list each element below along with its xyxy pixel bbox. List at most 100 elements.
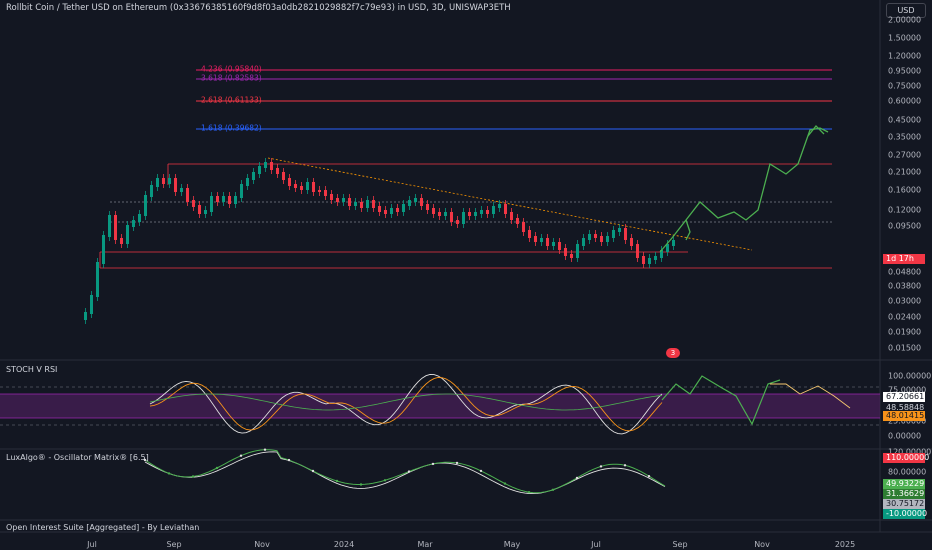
candle-body <box>666 244 669 252</box>
candle-body <box>486 210 489 214</box>
osc-dot <box>455 461 459 465</box>
candle-body <box>228 196 231 204</box>
bottom-pane-title[interactable]: Open Interest Suite [Aggregated] - By Le… <box>6 523 200 532</box>
candle-body <box>450 212 453 222</box>
osc-lower-tag: -10.00000 <box>883 509 927 519</box>
osc-dot <box>263 448 267 451</box>
stoch-projection-d <box>770 383 851 409</box>
candle-body <box>558 242 561 250</box>
candle-body <box>204 210 207 214</box>
stoch-pane-title[interactable]: STOCH V RSI <box>6 365 58 374</box>
osc-dot <box>551 488 555 491</box>
candle-body <box>636 244 639 258</box>
candle-body <box>402 204 405 212</box>
price-axis-label: 1.20000 <box>888 51 922 61</box>
osc-main-tag: 49.93229 <box>883 479 925 489</box>
osc-axis-80: 80.00000 <box>888 467 927 477</box>
candle-body <box>492 206 495 214</box>
osc-dot <box>359 483 363 486</box>
candle-body <box>522 222 525 232</box>
candle-body <box>246 178 249 186</box>
fib-label-3618: 3.618 (0.82583) <box>201 73 262 83</box>
osc-dot <box>383 479 387 482</box>
event-flag-icon[interactable]: 3 <box>666 348 680 358</box>
candle-body <box>408 200 411 206</box>
stoch-projection-path[interactable] <box>661 375 781 426</box>
last-price-tag: 1d 17h <box>883 254 925 264</box>
osc-dot <box>143 458 147 462</box>
candle-body <box>552 242 555 246</box>
candle-body <box>264 162 267 168</box>
candle-body <box>198 205 201 214</box>
candle-body <box>174 178 177 192</box>
candle-body <box>114 215 117 240</box>
candle-body <box>186 188 189 202</box>
osc-dot <box>215 466 219 470</box>
osc-dot <box>431 462 435 466</box>
candle-body <box>660 250 663 258</box>
candle-body <box>378 206 381 212</box>
candle-body <box>654 256 657 260</box>
price-axis-label: 0.01500 <box>888 343 922 353</box>
candle-body <box>372 200 375 208</box>
candle-body <box>270 162 273 170</box>
candle-body <box>582 238 585 246</box>
candle-body <box>282 172 285 180</box>
candle-body <box>672 240 675 246</box>
candle-body <box>306 182 309 190</box>
time-axis-label: May <box>503 540 521 549</box>
time-axis-label: Jul <box>87 540 97 549</box>
currency-button[interactable]: USD <box>886 3 926 18</box>
candle-body <box>252 172 255 180</box>
price-axis-label: 0.21000 <box>888 167 922 177</box>
rsi-line[interactable] <box>149 393 663 411</box>
candle-body <box>258 166 261 174</box>
osc-signal-line[interactable] <box>144 451 666 495</box>
candle-body <box>618 228 621 232</box>
candle-body <box>216 196 219 202</box>
stoch-k-line[interactable] <box>149 374 663 435</box>
candle-body <box>366 200 369 208</box>
osc-pane-title[interactable]: LuxAlgo® - Oscillator Matrix® [6.5] <box>6 453 149 462</box>
time-axis-label: Nov <box>754 540 770 549</box>
price-axis-label: 0.95000 <box>888 66 922 76</box>
price-axis-label: 2.00000 <box>888 15 922 25</box>
candle-body <box>540 238 543 242</box>
candle-body <box>84 312 87 320</box>
candle-body <box>330 194 333 200</box>
candle-body <box>294 184 297 188</box>
price-axis-label: 1.50000 <box>888 33 922 43</box>
osc-dot <box>167 472 171 475</box>
candle-body <box>336 198 339 202</box>
candle-body <box>360 202 363 208</box>
price-axis-label: 0.35000 <box>888 132 922 142</box>
candle-body <box>324 190 327 196</box>
osc-main-line[interactable] <box>144 449 666 494</box>
candle-body <box>480 210 483 214</box>
price-axis-label: 0.12000 <box>888 205 922 215</box>
price-axis-label: 0.01900 <box>888 327 922 337</box>
time-axis-label: Jul <box>591 540 601 549</box>
price-axis-label: 0.03800 <box>888 281 922 291</box>
candle-body <box>420 198 423 206</box>
osc-dot <box>287 458 291 462</box>
osc-dots <box>143 448 651 494</box>
price-axis-label: 0.09500 <box>888 221 922 231</box>
fib-label-4236: 4.236 (0.95840) <box>201 64 262 74</box>
candle-body <box>390 208 393 214</box>
candle-body <box>624 228 627 240</box>
stoch-d-line[interactable] <box>149 377 663 432</box>
projection-arrow <box>685 219 691 241</box>
osc-signal-tag: 30.75172 <box>883 499 925 509</box>
candle-body <box>594 234 597 238</box>
candle-body <box>462 212 465 224</box>
price-axis-label: 0.75000 <box>888 81 922 91</box>
time-axis-label: Nov <box>254 540 270 549</box>
price-axis-label: 0.27000 <box>888 150 922 160</box>
candle-body <box>90 295 93 314</box>
osc-dot <box>503 482 507 485</box>
candle-body <box>150 185 153 197</box>
candle-body <box>180 188 183 192</box>
candle-body <box>534 236 537 242</box>
